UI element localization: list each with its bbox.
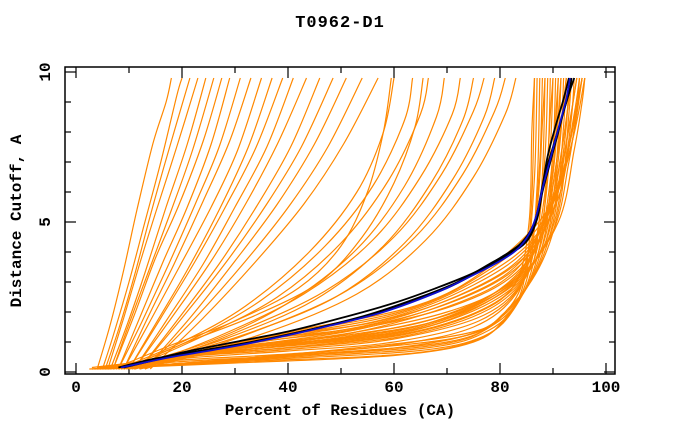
plot-frame	[64, 66, 616, 375]
y-tick-label-10: 10	[37, 62, 55, 82]
x-tick-label-60: 60	[384, 379, 404, 397]
x-tick-label-40: 40	[278, 379, 298, 397]
y-tick-label-0: 0	[37, 367, 55, 377]
x-tick-label-80: 80	[490, 379, 510, 397]
x-tick-label-0: 0	[71, 379, 81, 397]
y-axis-label: Distance Cutoff, A	[8, 134, 26, 308]
model-curves-orange	[89, 77, 586, 370]
highlight-curve-blue	[120, 77, 571, 369]
x-tick-label-100: 100	[591, 379, 621, 397]
x-tick-label-20: 20	[172, 379, 192, 397]
chart-title: T0962-D1	[295, 14, 385, 33]
y-tick-label-5: 5	[37, 217, 55, 227]
x-axis-label: Percent of Residues (CA)	[224, 402, 456, 420]
